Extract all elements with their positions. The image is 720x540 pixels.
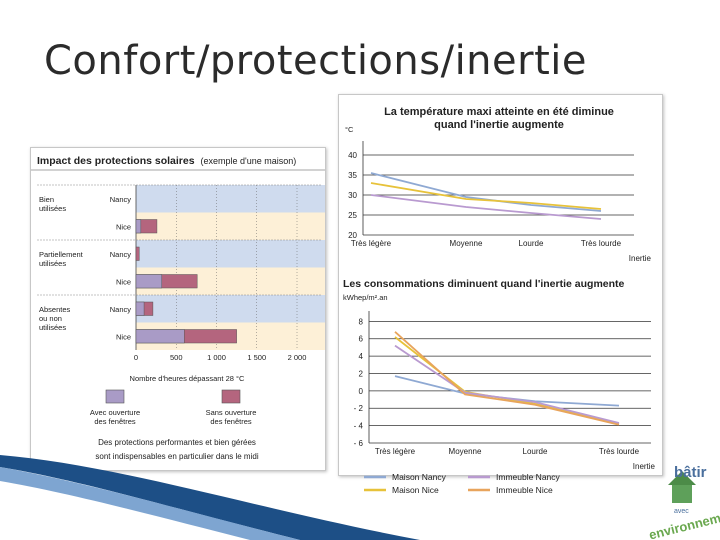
logo-text-top: bâtir bbox=[674, 464, 707, 481]
row-band bbox=[136, 185, 325, 213]
bar-avec-ouverture bbox=[135, 329, 185, 344]
legend-label: Maison Nice bbox=[392, 485, 439, 495]
city-label: Nancy bbox=[110, 250, 132, 259]
temp-x-axis-label: Inertie bbox=[629, 254, 652, 263]
line-x-tick-label: Moyenne bbox=[450, 239, 483, 248]
footnote-line-1: Des protections performantes et bien gér… bbox=[98, 438, 256, 447]
bar-sans-ouverture bbox=[135, 246, 140, 261]
group-label: utilisées bbox=[39, 259, 66, 268]
bar-avec-ouverture bbox=[135, 301, 145, 316]
line-series bbox=[394, 331, 620, 426]
line-y-tick-label: 8 bbox=[359, 317, 364, 326]
line-y-tick-label: - 6 bbox=[354, 439, 364, 448]
line-series bbox=[394, 344, 620, 424]
swoosh-dark bbox=[0, 455, 420, 540]
group-label: utilisées bbox=[39, 204, 66, 213]
logo-text-mid: avec bbox=[674, 508, 689, 515]
line-y-tick-label: 6 bbox=[359, 335, 364, 344]
bar-x-tick-label: 1 500 bbox=[247, 353, 266, 362]
batir-logo: bâtir avec environnement bbox=[647, 464, 720, 540]
row-band bbox=[136, 295, 325, 323]
line-x-tick-label: Lourde bbox=[523, 447, 548, 456]
inertia-charts: La température maxi atteinte en été dimi… bbox=[343, 106, 656, 471]
slide-title: Confort/protections/inertie bbox=[44, 38, 587, 84]
bar-x-tick-label: 2 000 bbox=[288, 353, 307, 362]
line-series bbox=[394, 336, 620, 425]
line-x-tick-label: Très lourde bbox=[599, 447, 640, 456]
conso-x-axis-label: Inertie bbox=[633, 462, 656, 471]
line-x-tick-label: Très légère bbox=[351, 239, 392, 248]
bar-x-tick-label: 500 bbox=[170, 353, 183, 362]
city-label: Nancy bbox=[110, 195, 132, 204]
bar-x-tick-label: 0 bbox=[134, 353, 138, 362]
group-label: utilisées bbox=[39, 323, 66, 332]
conso-chart-title: Les consommations diminuent quand l'iner… bbox=[343, 278, 625, 290]
decorative-swoosh bbox=[0, 455, 420, 540]
bar-avec-ouverture bbox=[135, 274, 163, 289]
bar-x-tick-label: 1 000 bbox=[207, 353, 226, 362]
logo-house bbox=[672, 483, 692, 503]
city-label: Nice bbox=[116, 222, 131, 231]
legend-label-avec-2: des fenêtres bbox=[94, 417, 136, 426]
line-y-tick-label: 2 bbox=[359, 369, 364, 378]
temp-y-unit: °C bbox=[345, 125, 354, 134]
group-label: Partiellement bbox=[39, 250, 84, 259]
line-y-tick-label: 0 bbox=[359, 387, 364, 396]
bar-labels: NancyNiceNancyNiceNancyNiceBienutilisées… bbox=[37, 184, 321, 341]
legend-label: Maison Nancy bbox=[392, 472, 447, 482]
group-label: Bien bbox=[39, 195, 54, 204]
legend-swatch-sans bbox=[221, 389, 241, 404]
legend-label-sans-2: des fenêtres bbox=[210, 417, 252, 426]
line-x-tick-label: Lourde bbox=[519, 239, 544, 248]
line-y-tick-label: 40 bbox=[348, 151, 357, 160]
bar-bands bbox=[136, 185, 325, 350]
line-x-tick-label: Moyenne bbox=[449, 447, 482, 456]
line-y-tick-label: 4 bbox=[359, 352, 364, 361]
city-label: Nancy bbox=[110, 305, 132, 314]
conso-legend-overlay: Maison Nancy Maison Nice Immeuble Nancy Imm… bbox=[364, 472, 561, 495]
solar-protection-panel: Impact des protections solaires (exemple… bbox=[30, 147, 326, 471]
legend-label-avec: Avec ouverture bbox=[90, 408, 140, 417]
bar-x-axis-label: Nombre d'heures dépassant 28 °C bbox=[130, 374, 245, 383]
bar-x-ticks: 0 500 1 000 1 500 2 000 bbox=[134, 353, 306, 362]
bar-marks bbox=[135, 219, 237, 344]
conso-chart: kWhep/m².an 8 6 4 2 0 - 2 - 4 - 6 Très légère Moye… bbox=[343, 293, 656, 471]
line-y-tick-label: 35 bbox=[348, 171, 357, 180]
legend-label: Immeuble Nice bbox=[496, 485, 553, 495]
temp-chart-title-2: quand l'inertie augmente bbox=[434, 119, 564, 131]
line-y-tick-label: 30 bbox=[348, 191, 357, 200]
line-series bbox=[370, 194, 602, 220]
line-y-tick-label: 20 bbox=[348, 231, 357, 240]
swoosh-light bbox=[0, 467, 300, 540]
line-y-tick-label: - 4 bbox=[354, 422, 364, 431]
legend-label: Immeuble Nancy bbox=[496, 472, 561, 482]
conso-y-unit: kWhep/m².an bbox=[343, 293, 388, 302]
temp-chart-title-1: La température maxi atteinte en été dimi… bbox=[384, 106, 614, 118]
line-y-tick-label: 25 bbox=[348, 211, 357, 220]
line-x-tick-label: Très lourde bbox=[581, 239, 622, 248]
footnote-line-2: sont indispensables en particulier dans … bbox=[95, 452, 258, 461]
row-band bbox=[136, 212, 325, 240]
row-band bbox=[136, 240, 325, 268]
bar-legend: Avec ouverture des fenêtres Sans ouvertu… bbox=[90, 389, 257, 426]
inertia-panel: La température maxi atteinte en été dimi… bbox=[338, 94, 663, 476]
line-y-tick-label: - 2 bbox=[354, 404, 364, 413]
legend-label-sans: Sans ouverture bbox=[206, 408, 257, 417]
bar-avec-ouverture bbox=[135, 219, 142, 234]
city-label: Nice bbox=[116, 332, 131, 341]
city-label: Nice bbox=[116, 277, 131, 286]
group-label: ou non bbox=[39, 314, 62, 323]
bar-chart-title: Impact des protections solaires (exemple… bbox=[37, 155, 296, 167]
group-label: Absentes bbox=[39, 305, 71, 314]
logo-roof bbox=[668, 471, 696, 485]
solar-protection-chart: Impact des protections solaires (exemple… bbox=[31, 155, 325, 461]
line-x-tick-label: Très légère bbox=[375, 447, 416, 456]
line-series bbox=[370, 182, 602, 210]
bar-grid bbox=[135, 185, 298, 350]
legend-swatch-avec bbox=[105, 389, 125, 404]
